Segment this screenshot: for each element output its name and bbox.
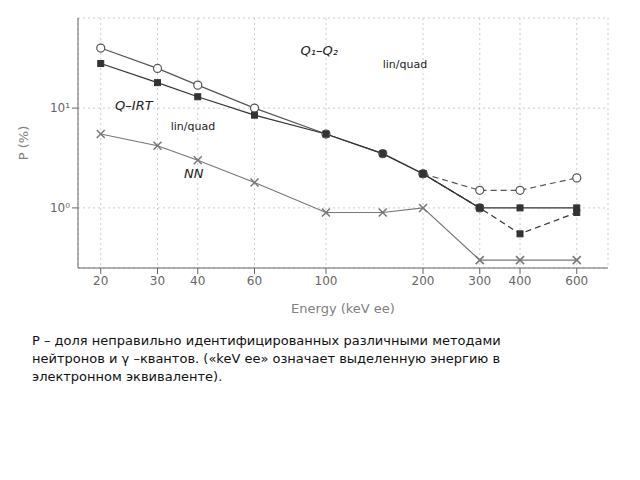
svg-text:P (%): P (%)	[16, 126, 31, 160]
svg-text:40: 40	[190, 274, 205, 288]
svg-text:300: 300	[468, 274, 491, 288]
html-text:NN: NN	[184, 165, 204, 181]
svg-text:10¹: 10¹	[50, 101, 70, 115]
svg-text:60: 60	[247, 274, 262, 288]
svg-text:600: 600	[565, 274, 588, 288]
html-text:Q–IRT: Q–IRT	[115, 98, 153, 113]
svg-text:30: 30	[150, 274, 165, 288]
svg-text:200: 200	[412, 274, 435, 288]
html-text:Q₁–Q₂: Q₁–Q₂	[300, 43, 338, 58]
html-text:lin/quad: lin/quad	[382, 57, 428, 71]
svg-text:20: 20	[93, 274, 108, 288]
svg-text:Energy (keV ee): Energy (keV ee)	[291, 301, 395, 316]
svg-text:100: 100	[315, 274, 338, 288]
html-text:Р – доля неправильно идентифиц: Р – доля неправильно идентифицированных …	[32, 333, 501, 384]
html-text:lin/quad: lin/quad	[170, 120, 216, 133]
svg-text:10⁰: 10⁰	[50, 201, 70, 215]
svg-text:400: 400	[509, 274, 532, 288]
